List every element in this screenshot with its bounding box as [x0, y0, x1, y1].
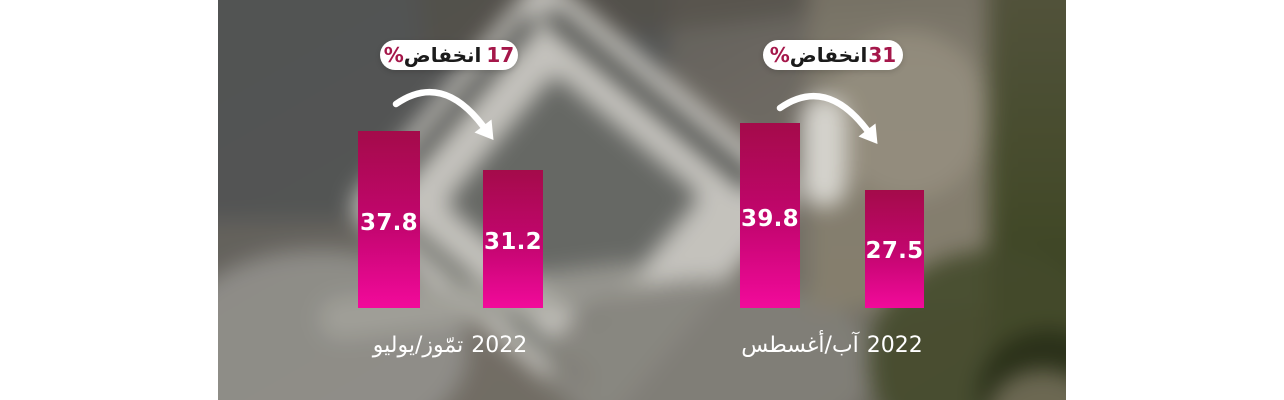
decrease-badge-july: % انخفاض 17 — [380, 40, 518, 70]
label-year: 2022 — [471, 333, 528, 358]
bar-august-first: 39.8 — [740, 123, 800, 308]
bar-value-label: 27.5 — [865, 238, 924, 265]
curved-arrow-down-icon — [776, 92, 878, 144]
badge-percent-sign: % — [769, 43, 790, 67]
label-part: / — [414, 333, 423, 358]
label-part: آب — [831, 333, 859, 358]
label-part: يوليو — [372, 333, 415, 358]
x-axis-label-july: يوليو / تمّوز 2022 — [320, 333, 580, 358]
label-part: / — [824, 333, 832, 358]
bar-value-label: 31.2 — [484, 228, 542, 255]
curved-arrow-down-icon — [392, 88, 494, 140]
wall-pipe — [801, 95, 847, 207]
bar-july-second: 31.2 — [483, 170, 543, 308]
label-part: تمّوز — [422, 333, 464, 358]
badge-number: 31 — [868, 43, 897, 67]
bar-july-first: 37.8 — [358, 131, 420, 308]
decrease-badge-august: % انخفاض 31 — [763, 40, 903, 70]
badge-word: انخفاض — [403, 43, 482, 67]
bar-value-label: 39.8 — [741, 206, 799, 233]
x-axis-label-august: أغسطس / آب 2022 — [702, 333, 962, 358]
badge-percent-sign: % — [383, 43, 404, 67]
badge-word: انخفاض — [789, 43, 868, 67]
label-year: 2022 — [866, 333, 923, 358]
bar-august-second: 27.5 — [865, 190, 924, 308]
label-part: أغسطس — [741, 333, 825, 358]
badge-number: 17 — [486, 43, 515, 67]
bar-value-label: 37.8 — [360, 210, 418, 237]
